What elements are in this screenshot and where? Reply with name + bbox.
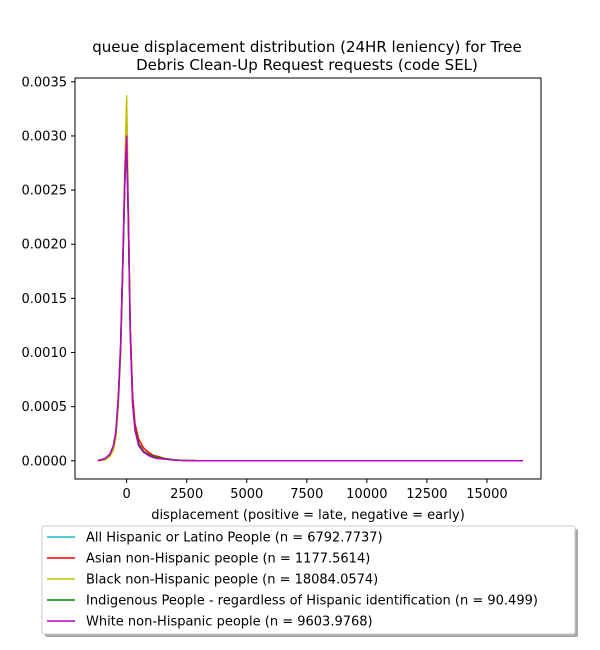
legend-items: All Hispanic or Latino People (n = 6792.…	[47, 531, 538, 630]
series-line-4	[97, 135, 523, 462]
y-tick-label: 0.0010	[22, 346, 68, 361]
x-tick-label: 0	[123, 487, 131, 502]
y-tick-label: 0.0015	[22, 292, 68, 307]
y-axis: 0.0000 0.0005 0.0010 0.0015 0.0020 0.0025 0.00…	[22, 75, 75, 469]
legend-box	[41, 525, 576, 635]
x-axis: 0 2500 5000 7500 10000 12500 15000	[123, 479, 508, 502]
legend-label-4: White non-Hispanic people (n = 9603.9768…	[86, 615, 373, 630]
legend-label-3: Indigenous People - regardless of Hispan…	[86, 594, 538, 609]
y-tick-label: 0.0020	[22, 238, 68, 253]
series-layer	[97, 95, 523, 462]
y-tick-label: 0.0000	[22, 454, 68, 469]
legend-label-0: All Hispanic or Latino People (n = 6792.…	[86, 531, 383, 546]
y-tick-label: 0.0035	[22, 75, 68, 90]
x-tick-label: 15000	[466, 487, 507, 502]
x-axis-label: displacement (positive = late, negative …	[151, 508, 465, 523]
y-tick-label: 0.0005	[22, 400, 68, 415]
legend-label-1: Asian non-Hispanic people (n = 1177.5614…	[86, 552, 370, 567]
x-tick-label: 2500	[170, 487, 203, 502]
x-tick-label: 7500	[290, 487, 323, 502]
chart-title-line-2: Debris Clean-Up Request requests (code S…	[136, 56, 478, 74]
x-tick-label: 12500	[406, 487, 447, 502]
legend-label-2: Black non-Hispanic people (n = 18084.057…	[86, 573, 378, 588]
x-tick-label: 5000	[230, 487, 263, 502]
y-tick-label: 0.0025	[22, 184, 68, 199]
x-tick-label: 10000	[346, 487, 387, 502]
legend: All Hispanic or Latino People (n = 6792.…	[41, 525, 578, 637]
axes-frame	[74, 77, 542, 480]
y-tick-label: 0.0030	[22, 129, 68, 144]
chart-title-line-1: queue displacement distribution (24HR le…	[92, 38, 521, 56]
